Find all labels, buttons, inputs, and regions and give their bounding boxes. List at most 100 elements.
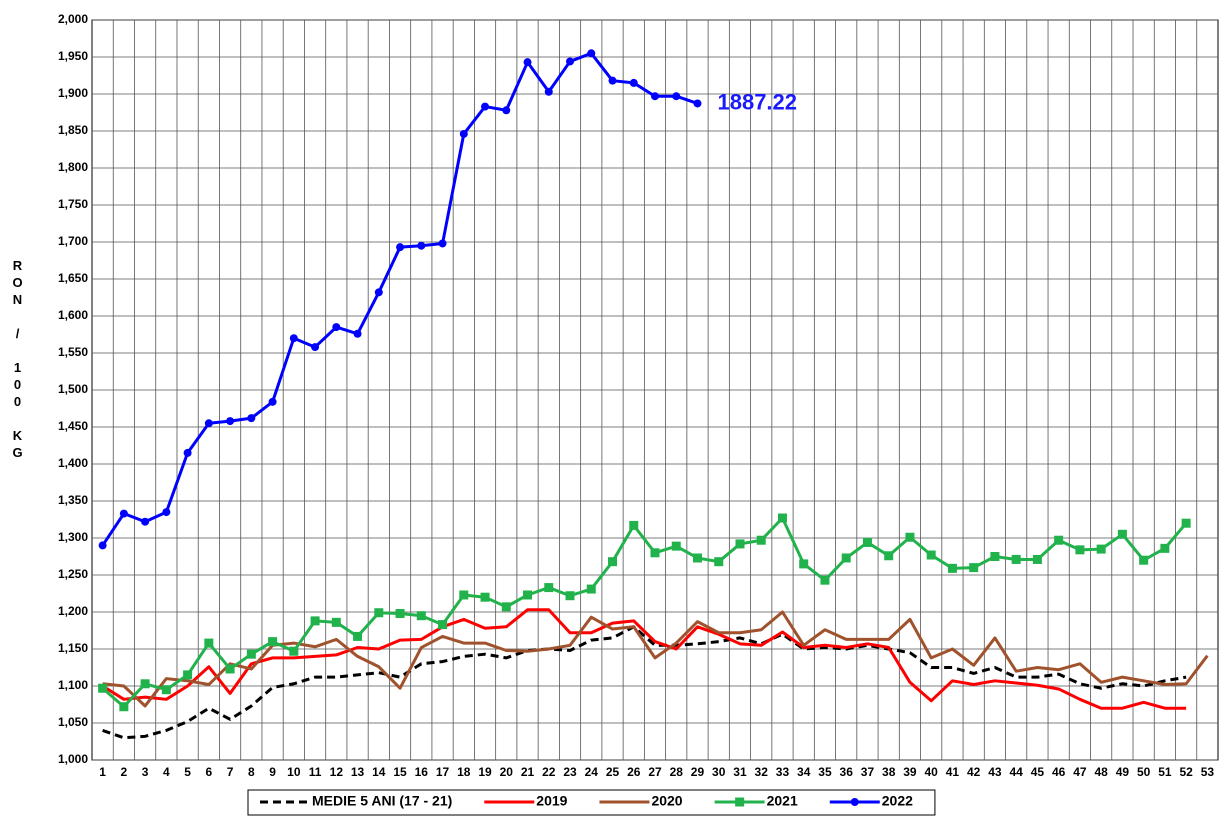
y-tick-label: 1,400 [58, 456, 88, 470]
point [396, 243, 405, 252]
point [119, 702, 129, 712]
point [629, 520, 639, 530]
point [756, 535, 766, 545]
point [501, 602, 511, 612]
x-tick-label: 44 [1009, 765, 1023, 779]
legend-marker [850, 798, 859, 806]
x-tick-label: 40 [925, 765, 939, 779]
point [459, 129, 468, 138]
x-tick-label: 20 [500, 765, 514, 779]
x-tick-label: 24 [585, 765, 599, 779]
legend-label: 2019 [536, 793, 567, 809]
x-tick-label: 7 [227, 765, 234, 779]
x-tick-label: 41 [946, 765, 960, 779]
y-tick-label: 1,600 [58, 308, 88, 322]
point [353, 329, 362, 338]
x-tick-label: 16 [415, 765, 429, 779]
y-tick-label: 1,000 [58, 752, 88, 766]
x-tick-label: 35 [818, 765, 832, 779]
legend-marker [735, 797, 745, 807]
point [502, 106, 511, 115]
point [98, 683, 108, 693]
point [459, 590, 469, 600]
x-tick-label: 29 [691, 765, 705, 779]
x-tick-label: 46 [1052, 765, 1066, 779]
point [268, 637, 278, 647]
x-tick-label: 15 [393, 765, 407, 779]
series-line [101, 608, 1187, 710]
point [481, 102, 490, 111]
x-tick-label: 26 [627, 765, 641, 779]
point [926, 550, 936, 560]
point [353, 631, 363, 641]
x-tick-label: 39 [903, 765, 917, 779]
point [820, 575, 830, 585]
legend-label: 2020 [651, 793, 682, 809]
point [289, 646, 299, 656]
x-tick-label: 14 [372, 765, 386, 779]
point [417, 241, 426, 250]
x-tick-label: 31 [733, 765, 747, 779]
y-tick-label: 1,650 [58, 271, 88, 285]
point [586, 584, 596, 594]
x-tick-label: 36 [840, 765, 854, 779]
point [1011, 554, 1021, 564]
point [226, 417, 235, 426]
point [566, 57, 575, 66]
x-tick-label: 19 [478, 765, 492, 779]
point [799, 559, 809, 569]
point [438, 620, 448, 630]
y-tick-label: 1,750 [58, 197, 88, 211]
x-tick-label: 52 [1179, 765, 1193, 779]
x-tick-label: 37 [861, 765, 875, 779]
point [204, 638, 214, 648]
point [629, 78, 638, 87]
x-tick-label: 2 [121, 765, 128, 779]
point [162, 508, 171, 517]
x-tick-label: 33 [776, 765, 790, 779]
series-line [102, 625, 1187, 740]
x-tick-label: 17 [436, 765, 450, 779]
x-tick-label: 32 [755, 765, 769, 779]
point [651, 92, 659, 101]
point [884, 551, 894, 561]
y-tick-label: 1,250 [58, 567, 88, 581]
point [523, 590, 533, 600]
point [331, 617, 341, 627]
legend-box [247, 789, 936, 816]
legend-label: 2022 [882, 793, 913, 809]
y-tick-label: 1,900 [58, 86, 88, 100]
point [692, 553, 702, 563]
point [480, 592, 490, 602]
x-tick-label: 50 [1137, 765, 1151, 779]
point [735, 539, 745, 549]
point [1032, 554, 1042, 564]
x-tick-label: 27 [648, 765, 662, 779]
x-tick-label: 42 [967, 765, 981, 779]
point [119, 509, 128, 518]
point [332, 323, 341, 332]
x-tick-label: 28 [670, 765, 684, 779]
x-tick-label: 18 [457, 765, 471, 779]
legend-label: 2021 [767, 793, 798, 809]
point [161, 685, 171, 695]
point [183, 670, 193, 680]
y-tick-label: 1,150 [58, 641, 88, 655]
point [777, 513, 787, 523]
x-tick-label: 34 [797, 765, 811, 779]
point [98, 541, 107, 550]
x-tick-label: 22 [542, 765, 556, 779]
point [311, 343, 320, 352]
point [608, 557, 618, 567]
point [225, 664, 235, 674]
point [947, 563, 957, 573]
x-tick-label: 23 [563, 765, 577, 779]
point [183, 448, 192, 457]
x-tick-label: 30 [712, 765, 726, 779]
y-tick-label: 1,350 [58, 493, 88, 507]
y-tick-label: 1,450 [58, 419, 88, 433]
point [268, 397, 277, 406]
point [693, 99, 702, 108]
point [204, 419, 213, 428]
legend-label: MEDIE 5 ANI (17 - 21) [312, 793, 452, 809]
